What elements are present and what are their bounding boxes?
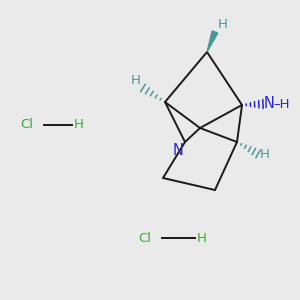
Polygon shape xyxy=(207,31,218,52)
Text: N: N xyxy=(173,143,184,158)
Text: H: H xyxy=(197,232,207,244)
Text: H: H xyxy=(218,18,228,31)
Text: H: H xyxy=(260,148,270,160)
Text: H: H xyxy=(131,74,141,87)
Text: H: H xyxy=(74,118,84,131)
Text: –H: –H xyxy=(273,98,290,110)
Text: N: N xyxy=(264,97,275,112)
Text: Cl: Cl xyxy=(138,232,151,244)
Text: Cl: Cl xyxy=(20,118,33,131)
